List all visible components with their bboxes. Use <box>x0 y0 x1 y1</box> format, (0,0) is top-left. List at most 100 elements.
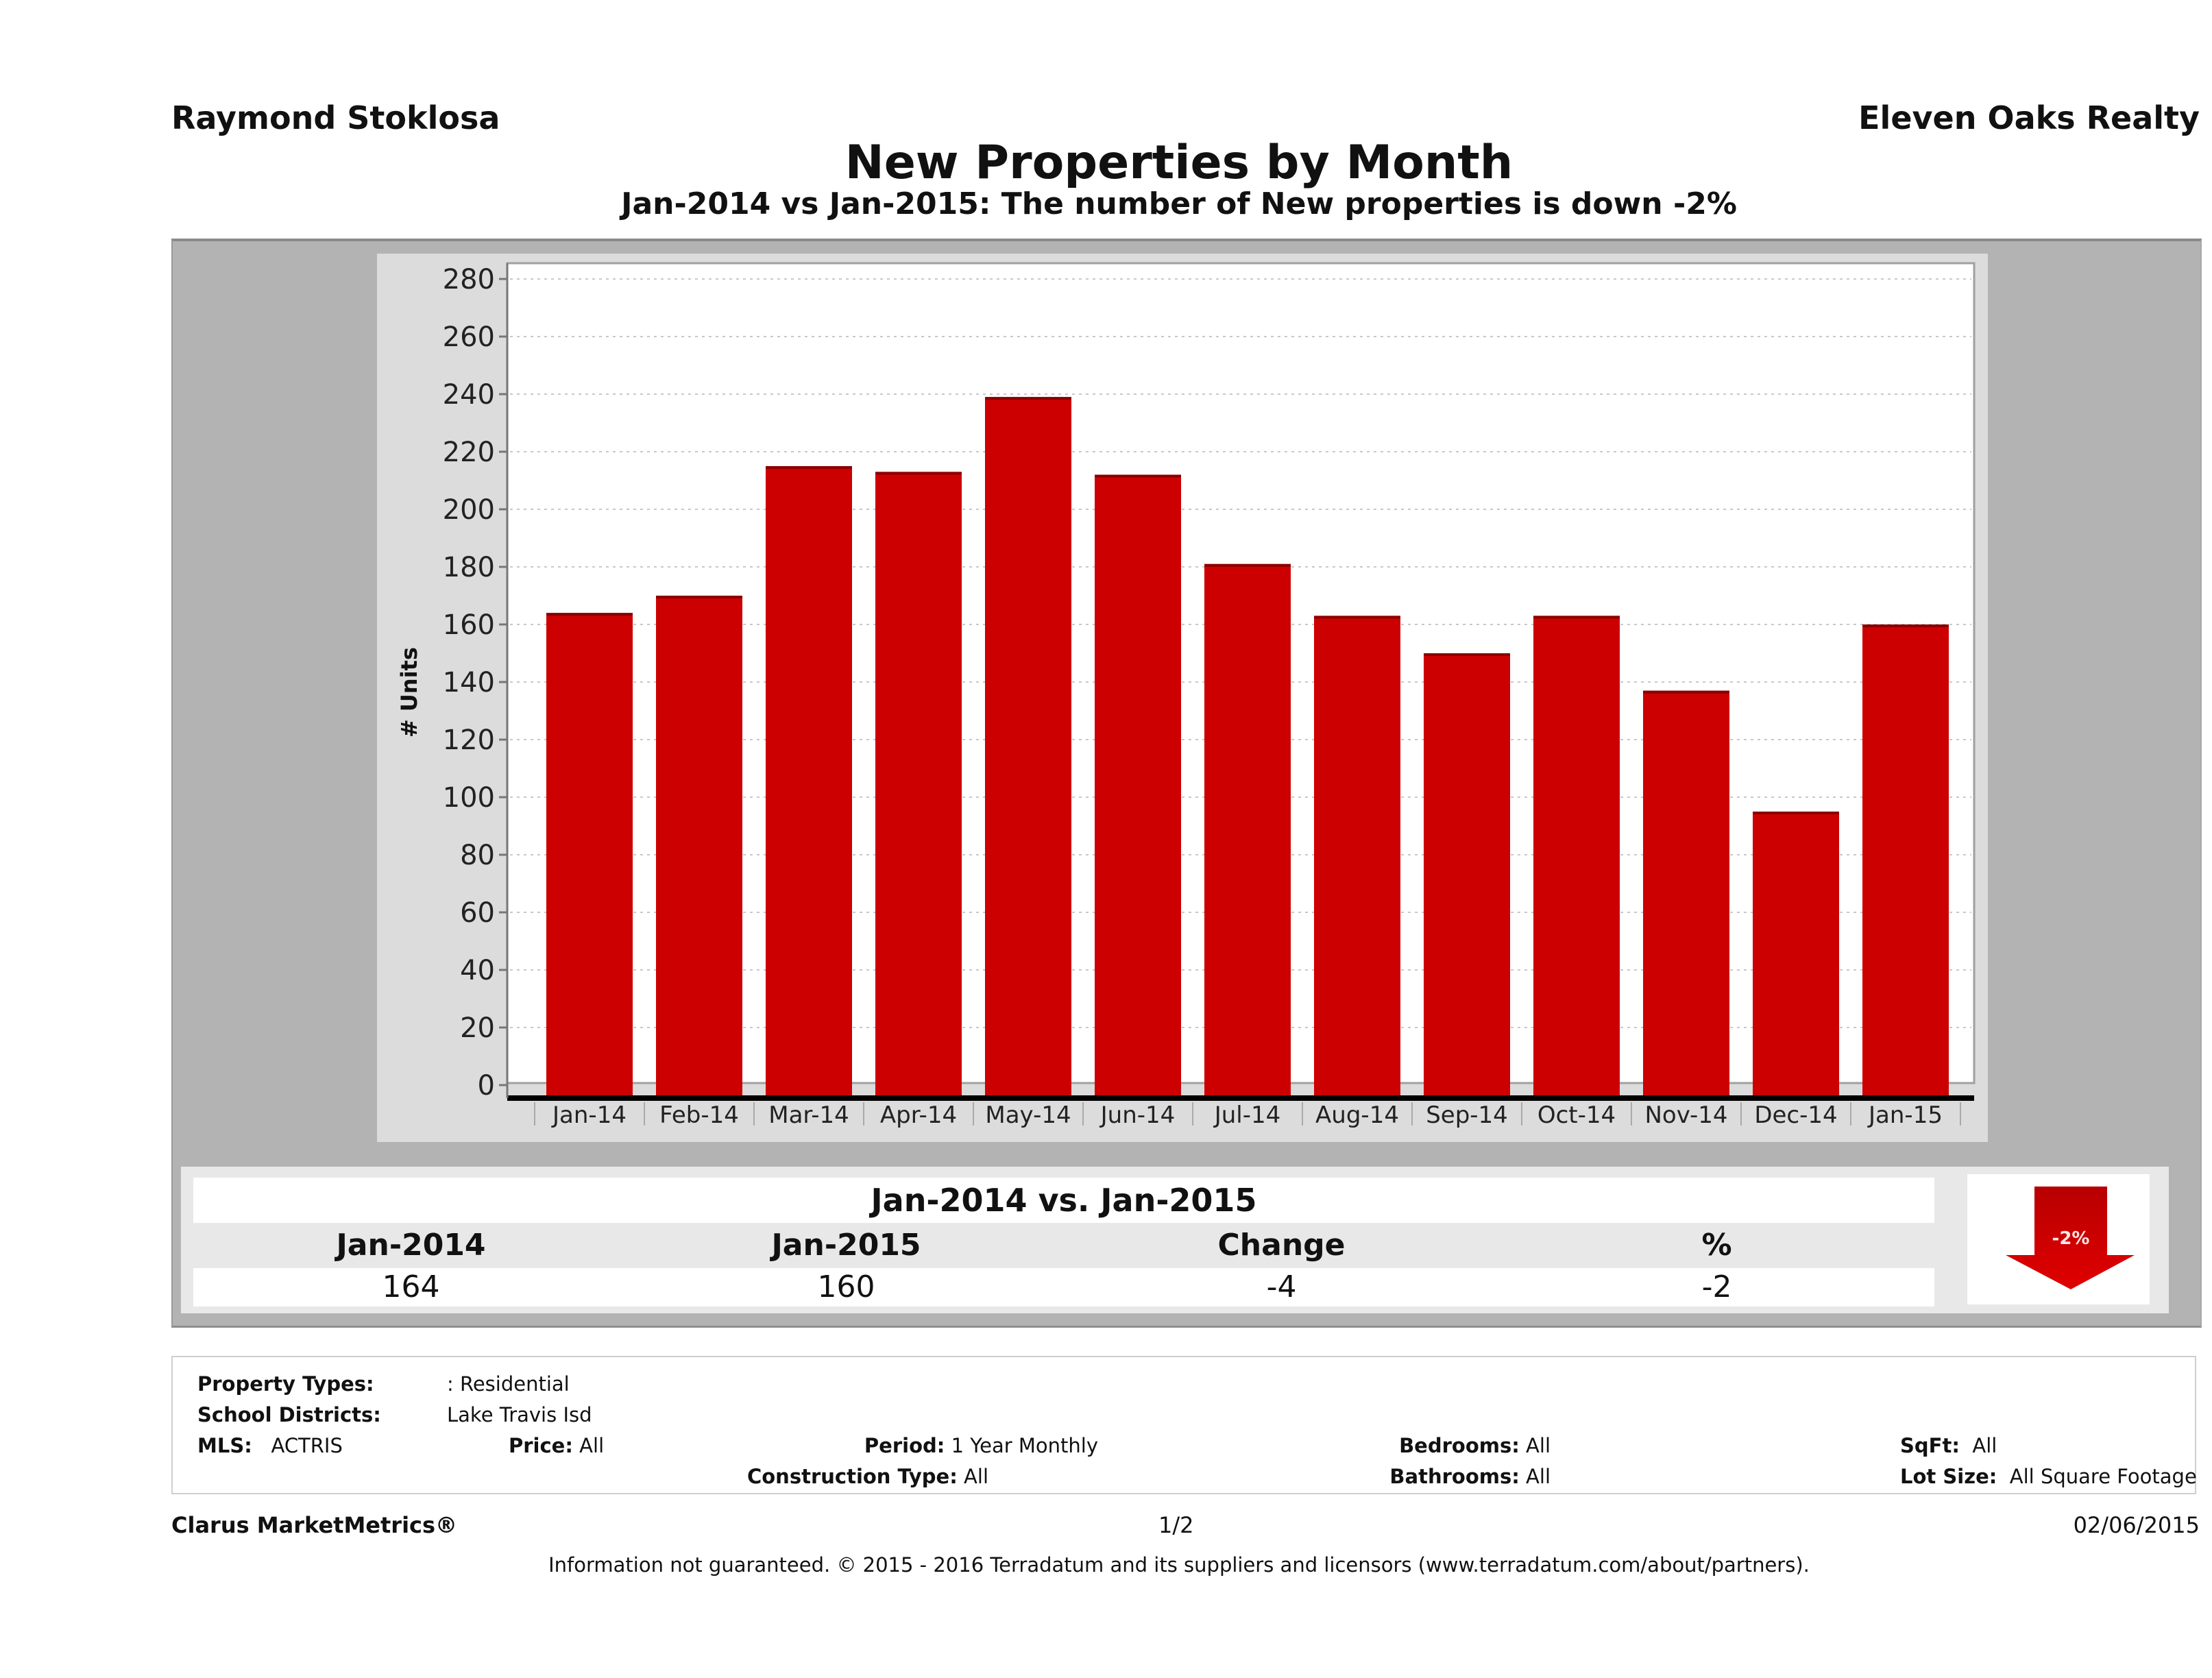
filter-label: Price: <box>509 1434 573 1457</box>
filter-summary: Property Types: : Residential School Dis… <box>171 1356 2197 1494</box>
y-tick-label: 20 <box>460 1012 495 1044</box>
bar-top-edge <box>656 596 742 598</box>
value-percent: -2 <box>1701 1269 1732 1304</box>
change-badge: -2% <box>1967 1174 2150 1304</box>
y-tick-label: 120 <box>443 725 495 756</box>
down-arrow-icon <box>2006 1187 2135 1289</box>
y-tick-label: 280 <box>443 264 495 295</box>
change-badge-label: -2% <box>2052 1228 2090 1249</box>
y-tick-label: 0 <box>478 1070 495 1102</box>
filter-label: SqFt: <box>1900 1434 1960 1457</box>
filter-label: Period: <box>864 1434 945 1457</box>
filter-period: Period: 1 Year Monthly <box>864 1434 1098 1457</box>
footer-brand: Clarus MarketMetrics® <box>171 1512 458 1538</box>
x-tick-label: Sep-14 <box>1426 1102 1508 1129</box>
y-tick-label: 60 <box>460 897 495 929</box>
report-date: 02/06/2015 <box>2073 1512 2200 1538</box>
bar-top-edge <box>1204 563 1291 567</box>
bar-top-edge <box>1753 812 1839 814</box>
disclaimer: Information not guaranteed. © 2015 - 201… <box>548 1553 1810 1577</box>
y-tick-label: 240 <box>443 379 495 411</box>
bar-top-edge <box>1533 616 1620 619</box>
bar-apr-14 <box>875 472 962 1098</box>
bar-top-edge <box>875 472 962 475</box>
filter-label: School Districts: <box>197 1403 381 1426</box>
filter-value: All <box>1972 1434 1997 1457</box>
filter-value: All Square Footage <box>2009 1465 2197 1488</box>
bar-sep-14 <box>1424 653 1510 1098</box>
y-tick-label: 260 <box>443 321 495 353</box>
filter-construction-type: Construction Type: All <box>747 1465 988 1488</box>
col-header-change: Change <box>1217 1228 1346 1263</box>
x-tick-label: May-14 <box>985 1102 1071 1129</box>
bar-top-edge <box>1095 474 1181 478</box>
col-header-percent: % <box>1701 1228 1732 1263</box>
x-tick-label: Dec-14 <box>1754 1102 1837 1129</box>
filter-value: All <box>1526 1434 1551 1457</box>
agent-name: Raymond Stoklosa <box>171 99 500 136</box>
value-jan-2014: 164 <box>382 1269 440 1304</box>
report-subtitle: Jan-2014 vs Jan-2015: The number of New … <box>621 186 1737 221</box>
filter-school-districts: School Districts: <box>197 1403 381 1426</box>
filter-property-types: Property Types: <box>197 1372 374 1396</box>
bar-feb-14 <box>656 596 742 1098</box>
x-tick-label: Jan-15 <box>1867 1102 1943 1129</box>
filter-mls: MLS: ACTRIS <box>197 1434 343 1457</box>
value-jan-2015: 160 <box>817 1269 875 1304</box>
y-tick-label: 140 <box>443 667 495 698</box>
filter-label: MLS: <box>197 1434 252 1457</box>
y-tick-label: 220 <box>443 437 495 468</box>
bar-top-edge <box>1424 653 1510 656</box>
filter-value: All <box>1526 1465 1551 1488</box>
filter-label: Property Types: <box>197 1372 374 1396</box>
bar-chart: 020406080100120140160180200220240260280 … <box>396 262 1976 1129</box>
company-name: Eleven Oaks Realty <box>1858 99 2200 136</box>
y-tick-label: 200 <box>443 494 495 526</box>
page-number: 1/2 <box>1158 1512 1194 1538</box>
filter-value: All <box>579 1434 605 1457</box>
bar-dec-14 <box>1753 812 1839 1098</box>
value-change: -4 <box>1266 1269 1297 1304</box>
filter-sqft: SqFt: All <box>1900 1434 1997 1457</box>
bar-jun-14 <box>1095 474 1181 1098</box>
bar-jul-14 <box>1204 563 1291 1098</box>
comparison-column-headers: Jan-2014 Jan-2015 Change % <box>193 1223 1934 1268</box>
bar-may-14 <box>985 397 1071 1098</box>
bar-oct-14 <box>1533 616 1620 1098</box>
bar-jan-15 <box>1862 624 1949 1098</box>
bar-jan-14 <box>546 613 633 1098</box>
x-tick-label: Nov-14 <box>1645 1102 1728 1129</box>
filter-value: All <box>964 1465 988 1488</box>
x-tick-label: Jan-14 <box>551 1102 627 1129</box>
filter-bedrooms: Bedrooms: All <box>1399 1434 1551 1457</box>
y-tick-label: 160 <box>443 609 495 641</box>
x-tick-label: Feb-14 <box>659 1102 739 1129</box>
bar-top-edge <box>766 466 852 469</box>
x-tick-label: Jul-14 <box>1213 1102 1281 1129</box>
bar-top-edge <box>1314 616 1400 619</box>
x-tick-label: Aug-14 <box>1315 1102 1399 1129</box>
filter-school-districts-value: Lake Travis Isd <box>447 1403 592 1426</box>
bar-nov-14 <box>1643 690 1729 1098</box>
filter-value: 1 Year Monthly <box>951 1434 1098 1457</box>
filter-label: Bathrooms: <box>1389 1465 1520 1488</box>
comparison-values: 164 160 -4 -2 <box>193 1268 1934 1306</box>
col-header-jan-2014: Jan-2014 <box>336 1228 486 1263</box>
filter-lot-size: Lot Size: All Square Footage <box>1900 1465 2197 1488</box>
filter-value: ACTRIS <box>271 1434 343 1457</box>
comparison-heading: Jan-2014 vs. Jan-2015 <box>193 1178 1934 1223</box>
bar-mar-14 <box>766 466 852 1098</box>
filter-price: Price: All <box>509 1434 604 1457</box>
x-tick-label: Mar-14 <box>768 1102 849 1129</box>
x-tick-label: Jun-14 <box>1099 1102 1176 1129</box>
bar-top-edge <box>985 397 1071 400</box>
y-axis-label: # Units <box>396 647 422 738</box>
filter-label: Construction Type: <box>746 1465 958 1488</box>
bar-top-edge <box>1862 624 1949 627</box>
filter-label: Bedrooms: <box>1399 1434 1520 1457</box>
bar-top-edge <box>546 613 633 616</box>
bar-top-edge <box>1643 690 1729 694</box>
report-title: New Properties by Month <box>844 136 1514 190</box>
y-tick-label: 180 <box>443 552 495 583</box>
y-tick-label: 80 <box>460 840 495 871</box>
